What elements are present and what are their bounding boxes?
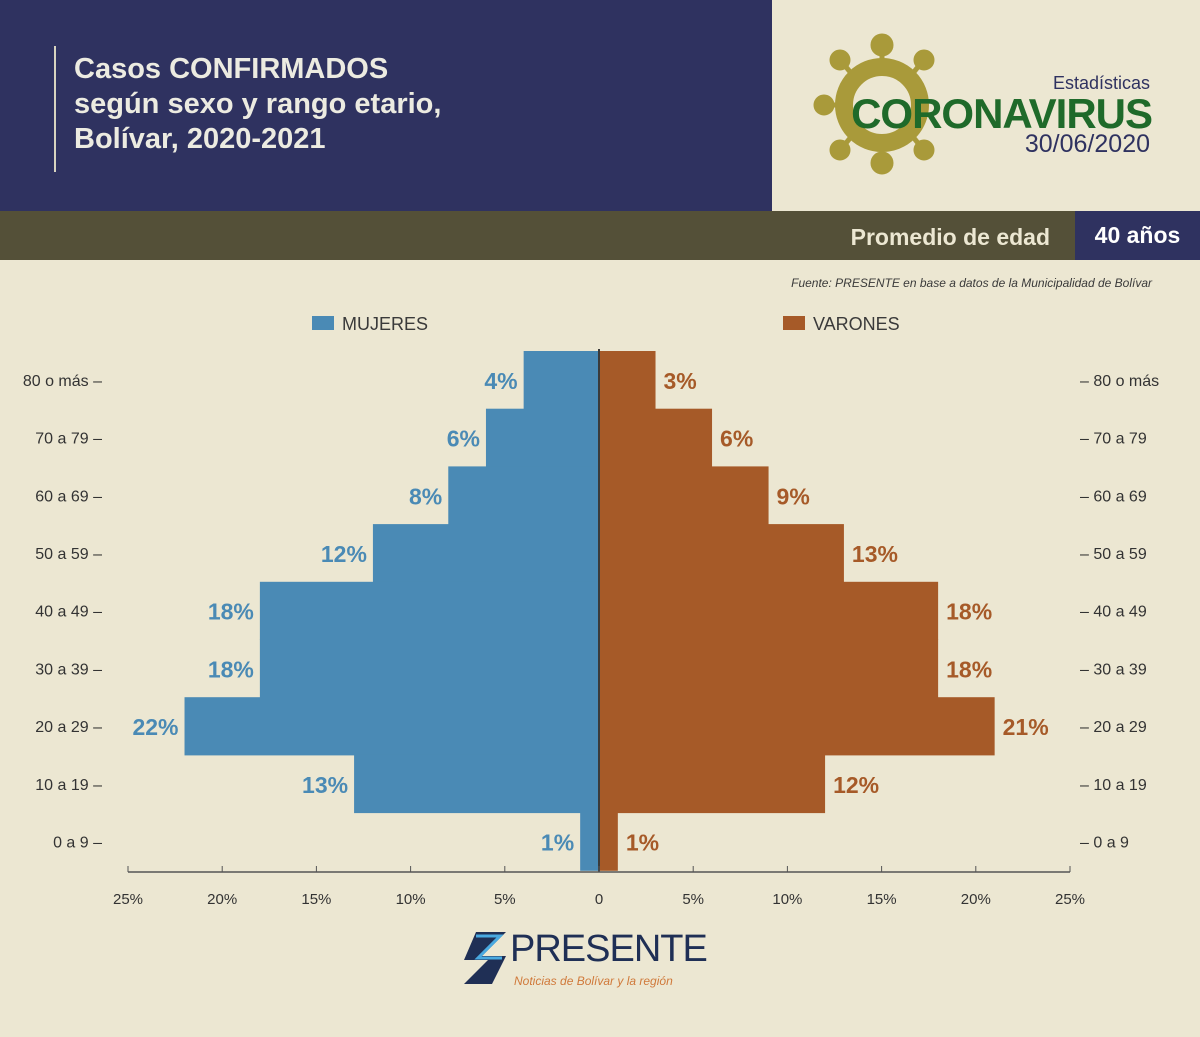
x-tick-label: 20% — [961, 891, 991, 908]
bar-varones — [599, 812, 618, 871]
y-tick-label-left: 50 a 59 – — [35, 546, 102, 563]
data-label-varones: 6% — [720, 426, 753, 452]
x-tick-label: 10% — [772, 891, 802, 908]
y-tick-label-left: 0 a 9 – — [53, 834, 102, 851]
y-tick-label-right: – 70 a 79 — [1080, 431, 1147, 448]
brand-tagline: Noticias de Bolívar y la región — [514, 974, 673, 988]
y-tick-label-right: – 40 a 49 — [1080, 604, 1147, 621]
legend-swatch-mujeres — [312, 316, 334, 330]
bar-mujeres — [523, 351, 599, 410]
y-tick-label-right: – 60 a 69 — [1080, 488, 1147, 505]
virus-icon — [813, 33, 935, 175]
title-line: Bolívar, 2020-2021 — [74, 123, 326, 155]
y-tick-label-left: 40 a 49 – — [35, 604, 102, 621]
title-line: Casos CONFIRMADOS — [74, 53, 389, 85]
data-label-varones: 3% — [664, 368, 697, 394]
title-line: según sexo y rango etario, — [74, 88, 442, 120]
x-tick-label: 25% — [113, 891, 143, 908]
legend-label-mujeres: MUJERES — [342, 314, 428, 334]
y-tick-label-right: – 10 a 19 — [1080, 777, 1147, 794]
data-label-varones: 18% — [946, 599, 992, 625]
y-tick-label-right: – 20 a 29 — [1080, 719, 1147, 736]
logo-main-text: CORONAVIRUS — [851, 90, 1153, 137]
y-tick-label-right: – 30 a 39 — [1080, 661, 1147, 678]
bar-varones — [599, 639, 939, 698]
brand-name: PRESENTE — [510, 928, 708, 970]
bar-mujeres — [259, 639, 599, 698]
bar-mujeres — [448, 466, 599, 525]
data-label-varones: 1% — [626, 829, 659, 855]
x-tick-label: 20% — [207, 891, 237, 908]
bar-varones — [599, 754, 826, 814]
y-tick-label-left: 80 o más – — [23, 373, 102, 390]
divider — [54, 46, 56, 172]
data-label-mujeres: 22% — [132, 714, 178, 740]
bar-mujeres — [184, 697, 599, 756]
data-label-mujeres: 1% — [541, 829, 574, 855]
bar-mujeres — [259, 581, 599, 640]
source-note: Fuente: PRESENTE en base a datos de la M… — [791, 276, 1152, 290]
bar-varones — [599, 408, 713, 467]
y-tick-label-left: 30 a 39 – — [35, 661, 102, 678]
y-tick-label-right: – 50 a 59 — [1080, 546, 1147, 563]
x-tick-label: 5% — [494, 891, 516, 908]
y-tick-label-right: – 0 a 9 — [1080, 834, 1129, 851]
bar-mujeres — [354, 754, 599, 814]
x-tick-label: 15% — [867, 891, 897, 908]
x-tick-label: 0 — [595, 891, 603, 908]
bar-varones — [599, 524, 844, 583]
data-label-mujeres: 8% — [409, 483, 442, 509]
presente-mark-icon — [464, 932, 506, 984]
bar-varones — [599, 697, 995, 756]
average-age-label: Promedio de edad — [850, 224, 1050, 250]
data-label-mujeres: 13% — [302, 772, 348, 798]
data-label-varones: 12% — [833, 772, 879, 798]
data-label-mujeres: 18% — [208, 656, 254, 682]
data-label-mujeres: 6% — [447, 426, 480, 452]
x-tick-label: 15% — [301, 891, 331, 908]
legend-label-varones: VARONES — [813, 314, 900, 334]
summary-bar — [0, 211, 1200, 260]
chart-title: Casos CONFIRMADOS según sexo y rango eta… — [74, 52, 441, 157]
coronavirus-logo: Estadísticas CORONAVIRUS 30/06/2020 — [772, 0, 1200, 211]
x-tick-label: 25% — [1055, 891, 1085, 908]
data-label-varones: 13% — [852, 541, 898, 567]
bar-mujeres — [485, 408, 599, 467]
data-label-mujeres: 12% — [321, 541, 367, 567]
bar-varones — [599, 581, 939, 640]
y-tick-label-right: – 80 o más — [1080, 373, 1159, 390]
y-tick-label-left: 10 a 19 – — [35, 777, 102, 794]
average-age-value: 40 años — [1075, 211, 1200, 260]
data-label-varones: 21% — [1003, 714, 1049, 740]
data-label-mujeres: 18% — [208, 599, 254, 625]
data-label-varones: 9% — [777, 483, 810, 509]
data-label-varones: 18% — [946, 656, 992, 682]
bar-varones — [599, 466, 769, 525]
presente-logo: PRESENTE Noticias de Bolívar y la región — [462, 928, 722, 998]
header-panel: Casos CONFIRMADOS según sexo y rango eta… — [0, 0, 772, 211]
bar-mujeres — [372, 524, 599, 583]
logo-date: 30/06/2020 — [1024, 130, 1150, 158]
x-tick-label: 5% — [682, 891, 704, 908]
logo-top-text: Estadísticas — [1052, 73, 1150, 93]
x-tick-label: 10% — [396, 891, 426, 908]
legend-swatch-varones — [783, 316, 805, 330]
data-label-mujeres: 4% — [484, 368, 517, 394]
y-tick-label-left: 60 a 69 – — [35, 488, 102, 505]
y-tick-label-left: 20 a 29 – — [35, 719, 102, 736]
bar-varones — [599, 351, 656, 410]
y-tick-label-left: 70 a 79 – — [35, 431, 102, 448]
bar-mujeres — [580, 812, 599, 871]
